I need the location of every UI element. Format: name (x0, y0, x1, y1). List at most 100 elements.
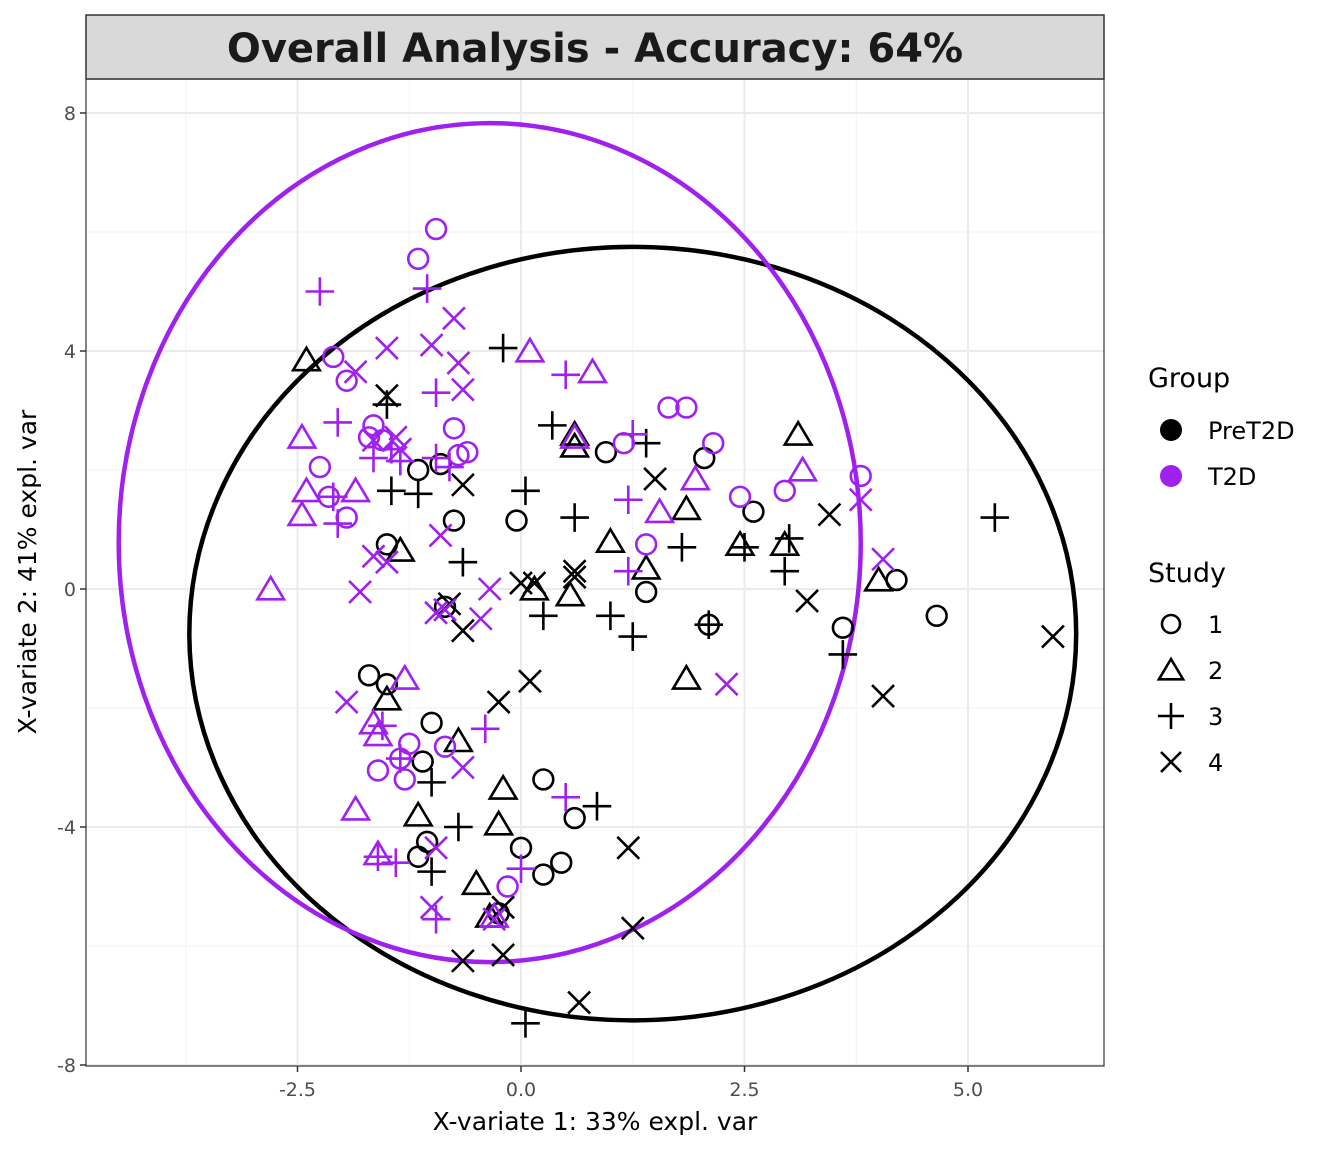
point-t2d-study-1 (308, 455, 332, 479)
point-t2d-study-2 (643, 497, 676, 524)
point-t2d-study-4 (477, 577, 502, 601)
point-pret2d-study-4 (491, 943, 516, 967)
point-pret2d-study-2 (670, 663, 702, 690)
point-t2d-study-2 (357, 708, 390, 735)
point-t2d-study-1 (366, 759, 390, 782)
legend-label-study-4: 4 (1208, 749, 1223, 777)
point-pret2d-study-3 (403, 479, 433, 509)
point-pret2d-study-2 (863, 565, 895, 592)
point-t2d-study-1 (634, 533, 658, 556)
legend-key-study-1 (1160, 613, 1182, 635)
point-t2d-study-1 (728, 485, 752, 508)
point-t2d-study-2 (478, 901, 510, 928)
point-pret2d-study-1 (550, 851, 573, 874)
point-pret2d-study-3 (730, 533, 759, 562)
x-axis-label: X-variate 1: 33% expl. var (433, 1107, 758, 1136)
point-t2d-study-4 (424, 600, 448, 625)
data-points (255, 217, 1065, 1038)
point-pret2d-study-4 (567, 990, 592, 1015)
point-t2d-study-2 (389, 663, 421, 690)
point-pret2d-study-1 (634, 580, 658, 604)
point-t2d-study-4 (424, 835, 448, 860)
point-pret2d-study-2 (371, 684, 403, 711)
point-t2d-study-4 (848, 487, 873, 512)
point-pret2d-study-4 (871, 684, 895, 709)
point-t2d-study-1 (433, 735, 457, 758)
point-t2d-study-1 (773, 479, 796, 503)
y-tick-label: 4 (64, 341, 76, 363)
point-pret2d-study-4 (817, 502, 842, 527)
point-t2d-study-2 (340, 794, 372, 821)
x-tick-label: 0.0 (506, 1079, 536, 1101)
point-t2d-study-4 (468, 606, 493, 631)
point-t2d-study-3 (386, 446, 415, 476)
point-pret2d-study-1 (411, 750, 434, 773)
ellipse-pret2d (187, 244, 1079, 1023)
point-t2d-study-1 (612, 432, 636, 455)
point-pret2d-study-4 (522, 571, 547, 595)
point-pret2d-study-2 (670, 494, 702, 521)
legend-study-title: Study (1148, 558, 1226, 589)
point-t2d-study-1 (442, 417, 466, 440)
y-tick-label: 8 (64, 103, 76, 125)
point-pret2d-study-1 (415, 830, 439, 854)
point-t2d-study-3 (551, 782, 580, 812)
point-t2d-study-4 (388, 437, 413, 462)
point-t2d-study-3 (618, 420, 648, 449)
point-t2d-study-1 (657, 396, 680, 419)
point-t2d-study-4 (450, 755, 475, 780)
x-axis-ticks: -2.5 0.0 2.5 5.0 (279, 1066, 983, 1101)
point-t2d-study-2 (576, 357, 609, 384)
point-pret2d-study-1 (406, 845, 430, 868)
confidence-ellipses (116, 120, 1079, 1023)
point-t2d-study-3 (386, 744, 415, 773)
point-pret2d-study-2 (782, 419, 814, 446)
point-pret2d-study-1 (563, 806, 586, 830)
point-pret2d-study-3 (417, 768, 446, 797)
point-t2d-study-1 (496, 875, 519, 898)
chart-title: Overall Analysis - Accuracy: 64% (227, 26, 963, 72)
point-pret2d-study-3 (596, 601, 625, 631)
point-pret2d-study-3 (770, 556, 800, 586)
point-pret2d-study-4 (450, 948, 475, 973)
point-t2d-study-3 (506, 854, 536, 883)
legend-key-study-2 (1156, 656, 1186, 681)
y-axis-ticks: -8 -4 0 4 8 (57, 103, 86, 1077)
point-t2d-study-3 (318, 482, 348, 512)
point-pret2d-study-4 (450, 618, 475, 643)
point-t2d-study-1 (335, 369, 358, 392)
point-pret2d-study-3 (417, 857, 446, 886)
point-t2d-study-1 (393, 768, 416, 791)
point-t2d-study-3 (613, 556, 643, 586)
grid-major (86, 79, 1104, 1066)
point-t2d-study-4 (419, 895, 444, 920)
point-t2d-study-2 (559, 422, 591, 449)
point-pret2d-study-2 (630, 553, 662, 580)
legend-label-study-2: 2 (1208, 657, 1223, 685)
point-pret2d-study-1 (925, 604, 948, 627)
x-tick-label: 2.5 (729, 1079, 759, 1101)
point-t2d-study-4 (446, 350, 471, 375)
y-tick-label: 0 (64, 579, 76, 601)
point-pret2d-study-4 (562, 565, 587, 590)
point-pret2d-study-3 (618, 622, 648, 651)
point-t2d-study-2 (286, 422, 318, 449)
point-pret2d-study-2 (402, 800, 434, 827)
point-pret2d-study-1 (594, 440, 618, 464)
point-t2d-study-3 (421, 904, 451, 934)
point-pret2d-study-1 (442, 509, 466, 532)
point-t2d-study-4 (343, 359, 368, 384)
legend-key-study-3 (1158, 703, 1184, 729)
x-tick-label: 5.0 (953, 1079, 983, 1101)
point-t2d-study-3 (435, 452, 464, 482)
legend-label-pret2d: PreT2D (1208, 417, 1295, 445)
point-t2d-study-4 (348, 580, 372, 604)
legend-label-t2d: T2D (1207, 463, 1256, 491)
point-t2d-study-3 (421, 378, 451, 407)
y-tick-label: -8 (57, 1055, 76, 1077)
point-pret2d-study-3 (582, 791, 612, 821)
point-t2d-study-2 (514, 336, 546, 363)
legend-group-title: Group (1148, 363, 1230, 394)
point-pret2d-study-1 (420, 711, 443, 735)
point-t2d-study-2 (679, 464, 711, 491)
